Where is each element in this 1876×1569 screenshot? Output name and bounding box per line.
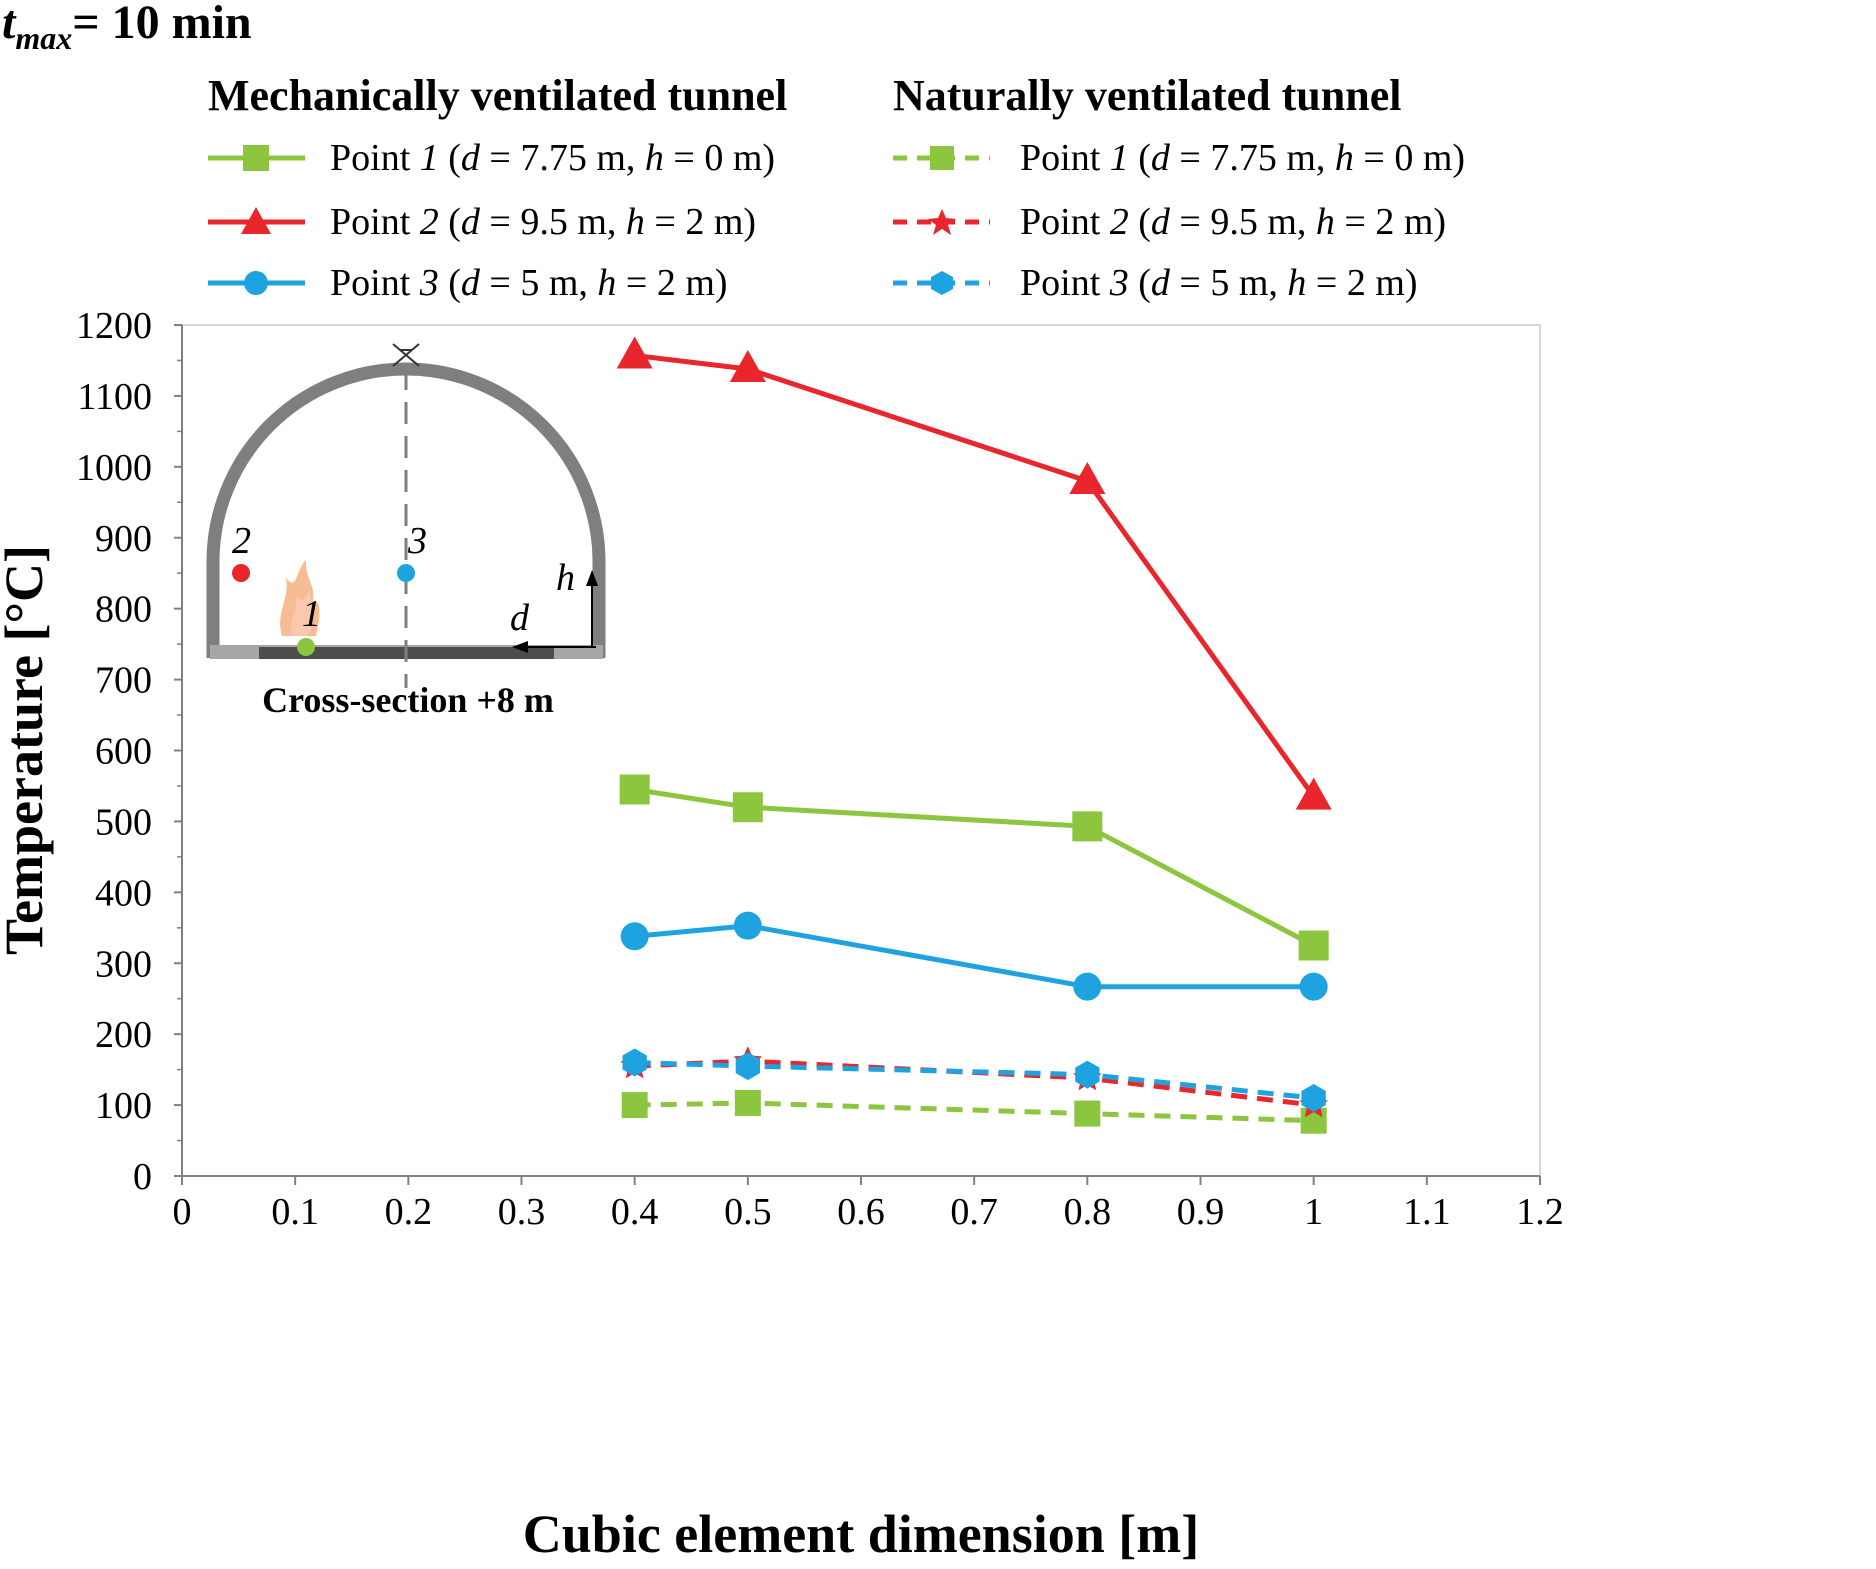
x-tick-label: 0 <box>173 1191 192 1233</box>
data-point <box>729 349 766 382</box>
data-point <box>1069 462 1106 495</box>
fire-icon <box>280 560 320 636</box>
x-tick-label: 0.2 <box>385 1191 433 1233</box>
inset-d-label: d <box>510 597 530 639</box>
tmax-label: tmax= 10 min <box>2 0 252 56</box>
y-tick-label: 0 <box>133 1156 152 1198</box>
y-tick-label: 600 <box>95 731 152 773</box>
data-point <box>1075 1060 1100 1089</box>
legend-mech-point2-label: Point 2 (d = 9.5 m, h = 2 m) <box>330 201 756 243</box>
legend-mech-point3-sample <box>208 271 305 295</box>
tunnel-cross-section-inset: 2 3 1 d h Cross-section +8 m <box>206 343 606 720</box>
series-line <box>634 1100 1314 1124</box>
data-point <box>1301 1084 1326 1112</box>
y-tick-label: 900 <box>95 518 152 560</box>
inset-point-2-marker <box>232 564 250 582</box>
data-point <box>616 336 653 369</box>
series-5 <box>622 1048 1326 1112</box>
y-tick-label: 1200 <box>76 305 152 347</box>
y-tick-label: 300 <box>95 943 152 985</box>
y-axis-label: Temperature [°C] <box>0 545 54 955</box>
inset-caption: Cross-section +8 m <box>262 680 554 720</box>
legend-nat-point1-sample <box>893 146 990 170</box>
x-tick-label: 0.1 <box>271 1191 319 1233</box>
legend-nat-point1-label: Point 1 (d = 7.75 m, h = 0 m) <box>1020 137 1465 179</box>
x-tick-label: 0.4 <box>611 1191 659 1233</box>
x-tick-label: 0.7 <box>950 1191 998 1233</box>
inset-point-3-marker <box>397 564 415 582</box>
data-point <box>1295 777 1332 810</box>
data-point <box>1298 930 1329 961</box>
legend-mech-point3-label: Point 3 (d = 5 m, h = 2 m) <box>330 262 728 304</box>
series-1 <box>616 336 1332 810</box>
legend-nat-point3-sample <box>893 271 990 295</box>
plot-area <box>181 324 1541 1177</box>
data-point <box>733 911 762 940</box>
legend-title-mechanical: Mechanically ventilated tunnel <box>208 71 787 120</box>
y-tick-label: 200 <box>95 1014 152 1056</box>
y-axis: 0 100 200 300 400 500 600 700 800 900 1000 1100 1200 <box>76 305 183 1198</box>
data-point <box>732 792 763 823</box>
data-point <box>622 1048 647 1077</box>
series-line <box>634 787 1315 948</box>
inset-point-1-label: 1 <box>302 593 321 635</box>
series-3 <box>621 1089 1327 1134</box>
legend-mech-point1-sample <box>208 145 305 171</box>
inset-point-3-label: 3 <box>407 520 427 562</box>
series-2 <box>620 911 1328 1001</box>
data-point <box>619 774 650 805</box>
data-point <box>621 1092 648 1119</box>
x-tick-label: 0.8 <box>1064 1191 1112 1233</box>
legend-nat-point2-label: Point 2 (d = 9.5 m, h = 2 m) <box>1020 201 1446 243</box>
legend-mech-point2-sample <box>208 207 305 234</box>
x-tick-label: 1.2 <box>1516 1191 1564 1233</box>
data-point <box>734 1089 761 1116</box>
series-line <box>634 353 1316 799</box>
x-tick-label: 1.1 <box>1403 1191 1451 1233</box>
x-tick-label: 0.3 <box>498 1191 546 1233</box>
series-0 <box>619 774 1329 961</box>
legend-nat-point2-sample <box>893 209 990 235</box>
inset-h-arrow <box>586 570 598 647</box>
data-point <box>1074 1100 1101 1127</box>
inset-h-label: h <box>556 557 575 599</box>
y-tick-label: 1000 <box>76 447 152 489</box>
x-tick-label: 0.6 <box>837 1191 885 1233</box>
y-tick-label: 1100 <box>77 376 152 418</box>
x-tick-label: 1 <box>1304 1191 1323 1233</box>
legend-title-natural: Naturally ventilated tunnel <box>893 71 1401 120</box>
y-tick-label: 400 <box>95 872 152 914</box>
data-point <box>735 1052 760 1081</box>
data-point <box>1073 972 1102 1001</box>
y-tick-label: 700 <box>95 660 152 702</box>
y-tick-label: 800 <box>95 589 152 631</box>
series-line <box>634 1060 1314 1101</box>
x-tick-label: 0.5 <box>724 1191 772 1233</box>
data-point <box>1299 972 1328 1001</box>
inset-point-1-marker <box>297 638 315 656</box>
legend-nat-point3-label: Point 3 (d = 5 m, h = 2 m) <box>1020 262 1418 304</box>
y-tick-label: 500 <box>95 801 152 843</box>
series-layer <box>616 336 1332 1134</box>
data-point <box>620 922 649 951</box>
x-axis: 0 0.1 0.2 0.3 0.4 0.5 0.6 0.7 0.8 0.9 1 1.1 1.2 <box>173 1175 1564 1233</box>
inset-point-2-label: 2 <box>232 520 251 562</box>
x-tick-label: 0.9 <box>1177 1191 1225 1233</box>
exhaust-fan-icon <box>392 343 420 367</box>
inset-d-arrow <box>512 641 596 653</box>
legend-mech-point1-label: Point 1 (d = 7.75 m, h = 0 m) <box>330 137 775 179</box>
y-tick-label: 100 <box>95 1085 152 1127</box>
data-point <box>1072 811 1103 842</box>
series-line <box>634 923 1314 990</box>
x-axis-label: Cubic element dimension [m] <box>523 1504 1199 1564</box>
